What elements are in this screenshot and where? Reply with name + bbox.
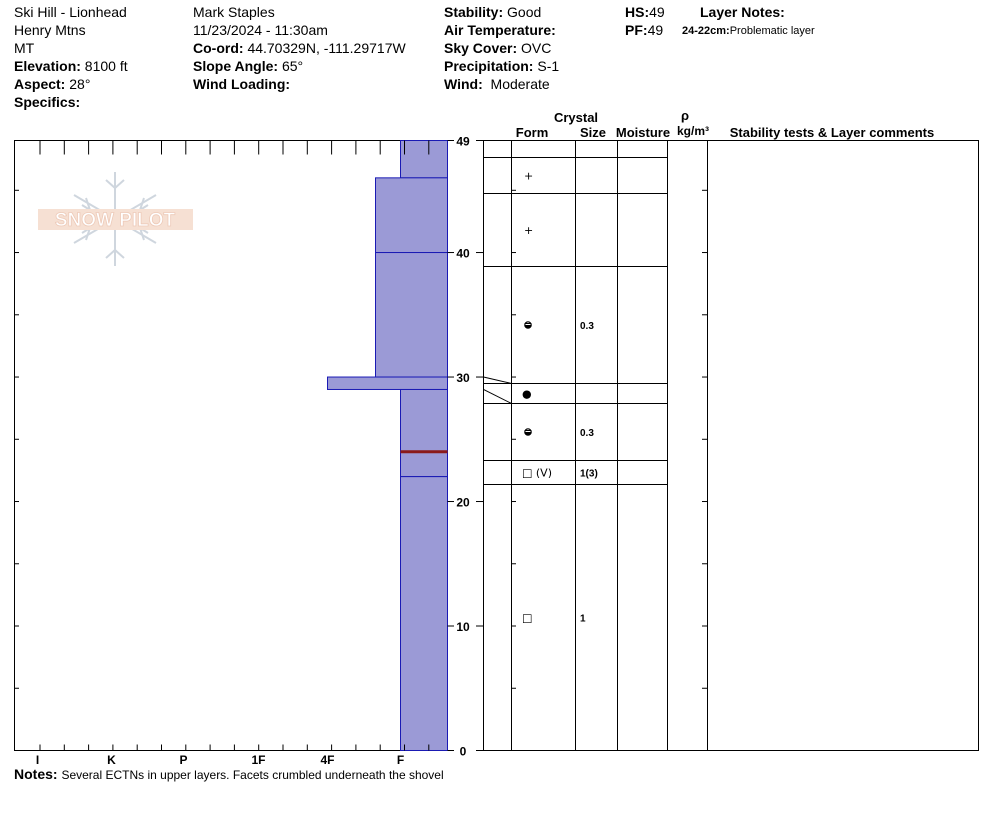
layer-bar <box>400 388 448 453</box>
location: Ski Hill - Lionhead <box>14 4 127 20</box>
header-col4: HS:49 PF:49 <box>625 3 665 39</box>
table-row: + <box>524 170 533 183</box>
stability: Stability: Good <box>444 4 542 20</box>
air-temperature: Air Temperature: <box>444 22 556 38</box>
header-col1: Ski Hill - Lionhead Henry Mtns MT Elevat… <box>14 3 128 111</box>
depth-tick-label: 10 <box>456 620 470 634</box>
elevation: Elevation: 8100 ft <box>14 58 128 74</box>
layer-bar <box>375 177 448 254</box>
logo-band <box>38 209 193 230</box>
layer-bar <box>327 376 448 390</box>
datetime: 11/23/2024 - 11:30am <box>193 22 328 38</box>
wind: Wind: Moderate <box>444 76 550 92</box>
wind-loading: Wind Loading: <box>193 76 291 92</box>
hardness-axis: I K P 1F 4F F <box>36 140 430 767</box>
observer: Mark Staples <box>193 4 275 20</box>
table-row: □ (V) 1(3) <box>522 467 598 480</box>
layer-note-depth: 24-22cm: <box>682 25 730 37</box>
layer-table-rows: ++0.3●0.3□ (V) 1(3)□ 1 <box>483 157 668 625</box>
pf: PF:49 <box>625 22 664 38</box>
col-size: Size <box>580 125 606 140</box>
rounding-facet-fill <box>524 325 532 329</box>
hardness-tick-label: F <box>397 753 404 767</box>
slope-angle: Slope Angle: 65° <box>193 58 304 74</box>
layer-bar <box>400 451 448 478</box>
header-col2: Mark Staples 11/23/2024 - 11:30am Co-ord… <box>193 3 406 93</box>
table-row: □ 1 <box>522 612 586 625</box>
crystal-size: 0.3 <box>580 428 594 439</box>
crystal-form-symbol: ● <box>522 388 532 401</box>
hardness-tick-label: 1F <box>251 753 265 767</box>
crystal-size: 1 <box>580 614 586 625</box>
layer-bar <box>375 252 448 378</box>
header-col3: Stability: Good Air Temperature: Sky Cov… <box>444 3 559 93</box>
depth-tick-label: 0 <box>460 745 467 759</box>
hardness-tick-label: I <box>36 753 39 767</box>
crystal-form-symbol: + <box>524 170 533 183</box>
depth-tick-label: 49 <box>456 135 470 149</box>
row-connector <box>483 389 512 404</box>
hardness-tick-label: K <box>107 753 116 767</box>
snowpilot-logo: SNOW PILOT <box>38 172 193 266</box>
crystal-form-symbol: + <box>524 224 533 237</box>
state: MT <box>14 40 35 56</box>
layer-table-frame <box>483 140 979 751</box>
hardness-tick-label: P <box>179 753 187 767</box>
rounding-facet-fill <box>524 432 532 436</box>
layer-table-columns <box>511 140 708 751</box>
layer-note-text: Problematic layer <box>729 25 815 37</box>
col-crystal: Crystal <box>554 110 598 125</box>
table-row: 0.3 <box>524 321 594 332</box>
row-connector <box>483 376 512 384</box>
crystal-form-symbol: □ <box>522 612 532 625</box>
hardness-layers <box>327 140 448 751</box>
crystal-form-symbol: □ (V) <box>522 467 552 480</box>
notes: Notes: Several ECTNs in upper layers. Fa… <box>14 766 444 782</box>
notes-text: Several ECTNs in upper layers. Facets cr… <box>61 768 444 782</box>
table-row: 0.3 <box>524 428 594 439</box>
table-row: ● <box>522 388 532 401</box>
col-stability: Stability tests & Layer comments <box>730 125 934 140</box>
col-density-unit: kg/m³ <box>677 124 709 138</box>
layer-notes-label: Layer Notes: <box>700 4 785 20</box>
layer-notes: Layer Notes: <box>700 3 785 21</box>
logo-text: SNOW PILOT <box>55 210 176 231</box>
hardness-tick-label: 4F <box>320 753 334 767</box>
depth-axis: 0 10 20 30 40 49 <box>14 135 708 759</box>
layer-bar <box>400 476 448 751</box>
layer-bar <box>400 140 448 179</box>
col-form: Form <box>516 125 549 140</box>
layer-note-row: 24-22cm:Problematic layer <box>682 22 815 40</box>
crystal-size: 0.3 <box>580 321 594 332</box>
crystal-size: 1(3) <box>580 469 598 480</box>
table-row: + <box>524 224 533 237</box>
col-rho: ρ <box>681 108 689 123</box>
hs: HS:49 <box>625 4 665 20</box>
sky-cover: Sky Cover: OVC <box>444 40 552 56</box>
range: Henry Mtns <box>14 22 86 38</box>
col-moisture: Moisture <box>616 125 670 140</box>
specifics: Specifics: <box>14 94 81 110</box>
coordinates: Co-ord: 44.70329N, -111.29717W <box>193 40 406 56</box>
aspect: Aspect: 28° <box>14 76 91 92</box>
notes-label: Notes: <box>14 766 58 782</box>
depth-tick-label: 40 <box>456 247 470 261</box>
precipitation: Precipitation: S-1 <box>444 58 560 74</box>
depth-tick-label: 20 <box>456 496 470 510</box>
depth-tick-label: 30 <box>456 371 470 385</box>
